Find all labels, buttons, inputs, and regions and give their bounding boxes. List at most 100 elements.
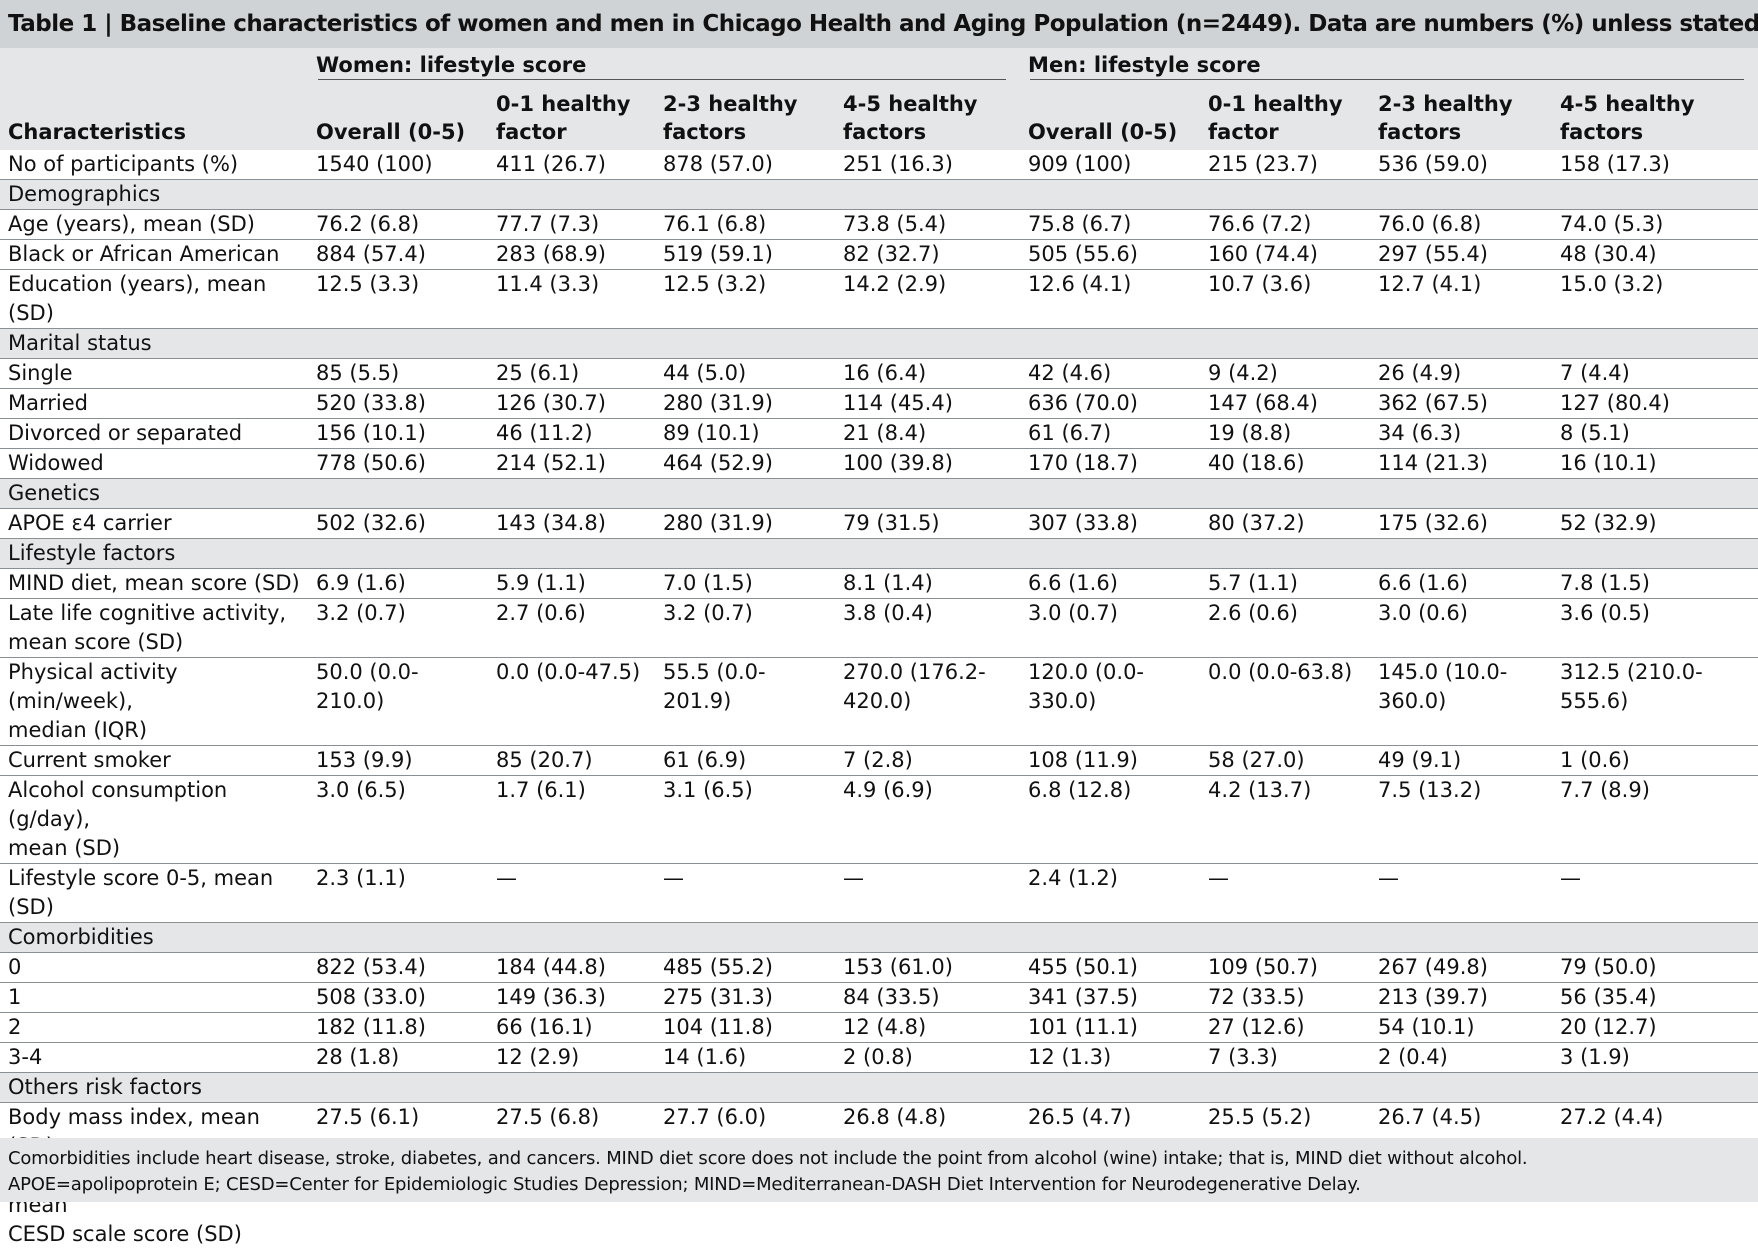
table-cell: 778 (50.6) [308, 449, 488, 479]
table-cell: 114 (21.3) [1370, 449, 1552, 479]
table-cell: 4.9 (6.9) [835, 776, 1020, 864]
table-cell: 73.8 (5.4) [835, 210, 1020, 240]
table-body: No of participants (%)1540 (100)411 (26.… [0, 150, 1758, 1249]
row-label: Age (years), mean (SD) [0, 210, 308, 240]
table-cell: 12.7 (4.1) [1370, 270, 1552, 329]
table-cell: — [1552, 864, 1758, 923]
row-label: Lifestyle score 0-5, mean (SD) [0, 864, 308, 923]
table-cell: 3.0 (6.5) [308, 776, 488, 864]
column-header: Overall (0-5) [1020, 82, 1200, 150]
table-cell: 822 (53.4) [308, 953, 488, 983]
table-cell: 100 (39.8) [835, 449, 1020, 479]
row-label: Married [0, 389, 308, 419]
table-cell: 16 (6.4) [835, 359, 1020, 389]
table-cell: 104 (11.8) [655, 1013, 835, 1043]
section-header-row: Comorbidities [0, 923, 1758, 953]
table-cell: 411 (26.7) [488, 150, 655, 180]
table-cell: 878 (57.0) [655, 150, 835, 180]
table-cell: 214 (52.1) [488, 449, 655, 479]
table-cell: 61 (6.7) [1020, 419, 1200, 449]
table-cell: 58 (27.0) [1200, 746, 1370, 776]
table-cell: 14.2 (2.9) [835, 270, 1020, 329]
table-cell: 267 (49.8) [1370, 953, 1552, 983]
table-cell: 636 (70.0) [1020, 389, 1200, 419]
table-cell: 19 (8.8) [1200, 419, 1370, 449]
table-cell: 89 (10.1) [655, 419, 835, 449]
table-cell: — [835, 864, 1020, 923]
table-row: No of participants (%)1540 (100)411 (26.… [0, 150, 1758, 180]
row-label: Late life cognitive activity, mean score… [0, 599, 308, 658]
table-cell: 12.5 (3.3) [308, 270, 488, 329]
table-cell: 3.8 (0.4) [835, 599, 1020, 658]
table-cell: 7 (2.8) [835, 746, 1020, 776]
table-cell: 14 (1.6) [655, 1043, 835, 1073]
table-cell: 74.0 (5.3) [1552, 210, 1758, 240]
table-cell: 2.7 (0.6) [488, 599, 655, 658]
table-row: Age (years), mean (SD)76.2 (6.8)77.7 (7.… [0, 210, 1758, 240]
table-cell: 280 (31.9) [655, 389, 835, 419]
table-cell: 6.6 (1.6) [1020, 569, 1200, 599]
table-cell: 101 (11.1) [1020, 1013, 1200, 1043]
table-cell: 72 (33.5) [1200, 983, 1370, 1013]
table-cell: 8.1 (1.4) [835, 569, 1020, 599]
table-cell: 3.0 (0.6) [1370, 599, 1552, 658]
table-cell: 56 (35.4) [1552, 983, 1758, 1013]
table-cell: 153 (61.0) [835, 953, 1020, 983]
footnote-line: Comorbidities include heart disease, str… [8, 1146, 1750, 1172]
table-cell: 10.7 (3.6) [1200, 270, 1370, 329]
table-cell: 3 (1.9) [1552, 1043, 1758, 1073]
section-header-row: Marital status [0, 329, 1758, 359]
section-header-row: Demographics [0, 180, 1758, 210]
table-cell: 76.0 (6.8) [1370, 210, 1552, 240]
table-cell: 79 (31.5) [835, 509, 1020, 539]
table-cell: 50.0 (0.0-210.0) [308, 658, 488, 746]
table-cell: 909 (100) [1020, 150, 1200, 180]
table-cell: 251 (16.3) [835, 150, 1020, 180]
table-cell: 75.8 (6.7) [1020, 210, 1200, 240]
table-cell: 508 (33.0) [308, 983, 488, 1013]
row-label: Black or African American [0, 240, 308, 270]
table-cell: 341 (37.5) [1020, 983, 1200, 1013]
table-cell: 312.5 (210.0- 555.6) [1552, 658, 1758, 746]
table-cell: 297 (55.4) [1370, 240, 1552, 270]
table-cell: 77.7 (7.3) [488, 210, 655, 240]
table-cell: 120.0 (0.0- 330.0) [1020, 658, 1200, 746]
table-cell: 485 (55.2) [655, 953, 835, 983]
table-cell: 84 (33.5) [835, 983, 1020, 1013]
row-label: MIND diet, mean score (SD) [0, 569, 308, 599]
row-label: APOE ε4 carrier [0, 509, 308, 539]
table-cell: 7.8 (1.5) [1552, 569, 1758, 599]
table-cell: 3.1 (6.5) [655, 776, 835, 864]
table-cell: 52 (32.9) [1552, 509, 1758, 539]
row-label: Alcohol consumption (g/day), mean (SD) [0, 776, 308, 864]
table-cell: 76.1 (6.8) [655, 210, 835, 240]
table-cell: 12 (1.3) [1020, 1043, 1200, 1073]
table-row: Lifestyle score 0-5, mean (SD)2.3 (1.1)—… [0, 864, 1758, 923]
column-header: 2-3 healthy factors [655, 82, 835, 150]
table-cell: 3.2 (0.7) [655, 599, 835, 658]
table-cell: 8 (5.1) [1552, 419, 1758, 449]
table-cell: 3.6 (0.5) [1552, 599, 1758, 658]
footnote-line: APOE=apolipoprotein E; CESD=Center for E… [8, 1172, 1750, 1198]
table-cell: 1540 (100) [308, 150, 488, 180]
column-header: 4-5 healthy factors [1552, 82, 1758, 150]
table-cell: 44 (5.0) [655, 359, 835, 389]
table-cell: 66 (16.1) [488, 1013, 655, 1043]
table-cell: 3.0 (0.7) [1020, 599, 1200, 658]
table-cell: 12.6 (4.1) [1020, 270, 1200, 329]
table-cell: 160 (74.4) [1200, 240, 1370, 270]
table-cell: 275 (31.3) [655, 983, 835, 1013]
table-row: Education (years), mean (SD)12.5 (3.3)11… [0, 270, 1758, 329]
column-header-characteristics: Characteristics [0, 82, 308, 150]
table-cell: 76.2 (6.8) [308, 210, 488, 240]
row-label: 1 [0, 983, 308, 1013]
group-women-header: Women: lifestyle score [308, 48, 1020, 82]
table-title: Table 1 | Baseline characteristics of wo… [0, 0, 1758, 48]
section-label: Others risk factors [0, 1073, 1758, 1103]
table-cell: — [488, 864, 655, 923]
table-cell: 11.4 (3.3) [488, 270, 655, 329]
table-cell: 505 (55.6) [1020, 240, 1200, 270]
table-cell: 502 (32.6) [308, 509, 488, 539]
